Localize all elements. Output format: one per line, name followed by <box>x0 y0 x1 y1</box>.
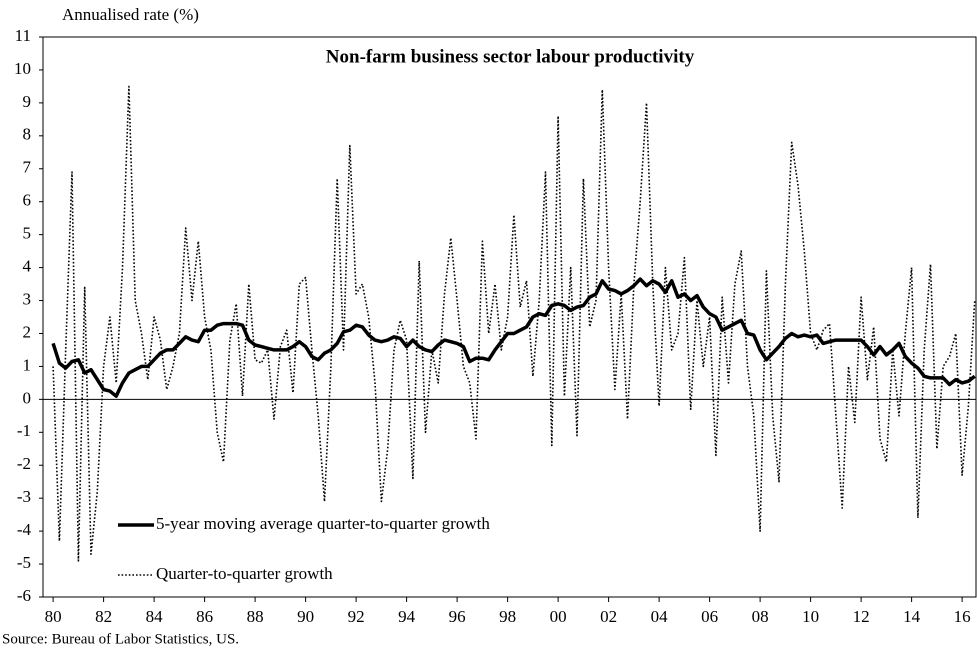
y-axis-label: Annualised rate (%) <box>62 5 199 24</box>
y-tick-label: 6 <box>23 191 32 210</box>
x-tick-label: 86 <box>196 607 213 626</box>
x-tick-label: 80 <box>45 607 62 626</box>
x-tick-label: 88 <box>247 607 264 626</box>
x-tick-label: 16 <box>954 607 971 626</box>
y-tick-label: -2 <box>17 454 31 473</box>
x-tick-label: 14 <box>903 607 921 626</box>
x-tick-label: 08 <box>752 607 769 626</box>
y-tick-label: -3 <box>17 487 31 506</box>
y-tick-label: 7 <box>23 158 32 177</box>
y-tick-label: -1 <box>17 421 31 440</box>
x-tick-label: 00 <box>550 607 567 626</box>
chart-title: Non-farm business sector labour producti… <box>326 46 695 67</box>
y-tick-label: 2 <box>23 322 32 341</box>
x-tick-label: 84 <box>146 607 164 626</box>
series-line <box>51 277 976 398</box>
series-line <box>52 85 976 562</box>
x-tick-label: 12 <box>853 607 870 626</box>
x-tick-label: 10 <box>802 607 819 626</box>
x-tick-label: 94 <box>398 607 416 626</box>
y-tick-label: 9 <box>23 92 32 111</box>
plot-frame <box>42 36 977 598</box>
y-tick-label: 8 <box>23 125 32 144</box>
y-tick-label: 0 <box>23 388 32 407</box>
y-tick-label: 4 <box>23 256 32 275</box>
x-tick-label: 06 <box>701 607 718 626</box>
y-tick-label: -6 <box>17 586 31 605</box>
y-tick-label: 10 <box>14 59 31 78</box>
y-tick-label: 5 <box>23 224 32 243</box>
source: Source: Bureau of Labor Statistics, US. <box>2 631 239 647</box>
x-tick-label: 04 <box>651 607 669 626</box>
x-tick-label: 02 <box>600 607 617 626</box>
y-tick-label: -5 <box>17 553 31 572</box>
y-tick-label: -4 <box>17 520 32 539</box>
y-tick-label: 1 <box>23 355 32 374</box>
x-tick-label: 90 <box>297 607 314 626</box>
x-tick-label: 98 <box>499 607 516 626</box>
legend-label: 5-year moving average quarter-to-quarter… <box>156 514 490 533</box>
x-tick-label: 82 <box>95 607 112 626</box>
x-tick-label: 92 <box>348 607 365 626</box>
y-tick-label: 3 <box>23 289 32 308</box>
legend-label: Quarter-to-quarter growth <box>156 564 333 583</box>
x-tick-label: 96 <box>449 607 466 626</box>
y-tick-label: 11 <box>15 26 31 45</box>
